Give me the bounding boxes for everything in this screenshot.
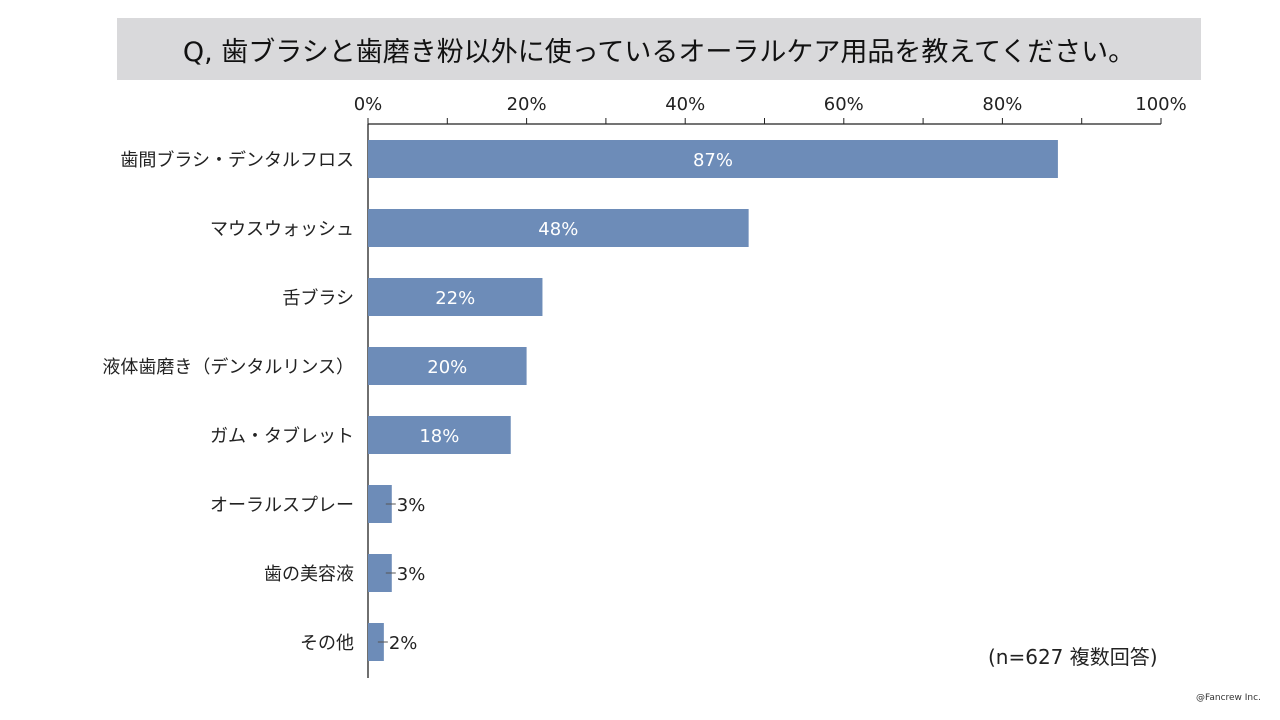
category-label: 歯間ブラシ・デンタルフロス xyxy=(120,149,354,171)
data-label: 18% xyxy=(419,426,459,447)
bar xyxy=(368,485,392,523)
x-tick-label: 100% xyxy=(1135,94,1186,115)
bar xyxy=(368,554,392,592)
copyright: @Fancrew Inc. xyxy=(1196,693,1261,703)
bar xyxy=(368,416,511,454)
category-label: オーラルスプレー xyxy=(210,495,354,516)
data-label: 22% xyxy=(435,288,475,309)
category-label: ガム・タブレット xyxy=(210,425,354,447)
category-label: 舌ブラシ xyxy=(282,287,354,309)
bar xyxy=(368,623,384,661)
x-tick-label: 40% xyxy=(665,94,705,115)
data-label: 87% xyxy=(693,150,733,171)
category-label: その他 xyxy=(300,633,354,654)
data-label: 48% xyxy=(538,219,578,240)
bar xyxy=(368,347,527,385)
bar xyxy=(368,209,749,247)
bar xyxy=(368,140,1058,178)
bar xyxy=(368,278,543,316)
data-label: 3% xyxy=(397,564,426,585)
sample-note: (n=627 複数回答) xyxy=(988,645,1158,669)
x-tick-label: 60% xyxy=(824,94,864,115)
x-tick-label: 80% xyxy=(982,94,1022,115)
x-tick-label: 0% xyxy=(354,94,383,115)
question-title: Q, 歯ブラシと歯磨き粉以外に使っているオーラルケア用品を教えてください。 xyxy=(117,18,1201,80)
x-tick-label: 20% xyxy=(507,94,547,115)
category-label: 歯の美容液 xyxy=(264,564,354,585)
data-label: 20% xyxy=(427,357,467,378)
category-label: マウスウォッシュ xyxy=(210,219,354,240)
data-label: 3% xyxy=(397,495,426,516)
data-label: 2% xyxy=(389,633,418,654)
category-label: 液体歯磨き（デンタルリンス） xyxy=(102,357,354,378)
